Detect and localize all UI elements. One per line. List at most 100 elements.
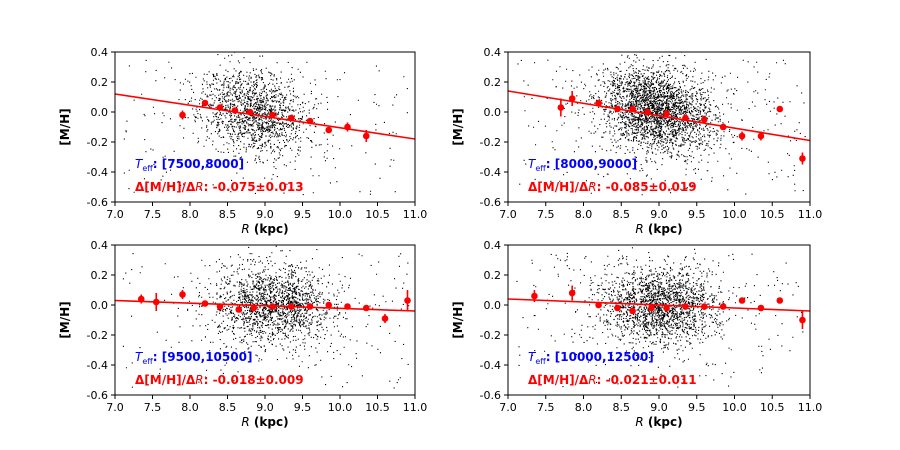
y-axis-title: [M/H] xyxy=(451,301,465,338)
y-tick-label: 0.0 xyxy=(91,106,109,119)
binned-marker xyxy=(246,108,254,116)
y-tick-label: -0.2 xyxy=(480,329,501,342)
binned-marker xyxy=(557,104,565,111)
binned-point xyxy=(531,290,538,302)
binned-marker xyxy=(216,104,224,111)
x-tick-label: 8.0 xyxy=(181,208,199,221)
x-tick-label: 10.5 xyxy=(365,208,390,221)
binned-point xyxy=(738,131,746,141)
x-tick-label: 7.0 xyxy=(499,208,517,221)
x-tick-label: 7.5 xyxy=(144,401,162,414)
binned-point xyxy=(719,303,727,310)
y-tick-label: 0.2 xyxy=(484,76,502,89)
y-tick-label: 0.4 xyxy=(91,46,109,59)
y-tick-label: 0.2 xyxy=(484,269,502,282)
binned-marker xyxy=(568,95,576,102)
binned-marker xyxy=(381,315,389,322)
binned-point xyxy=(719,123,727,131)
panel-bottom-left: 7.0 7.5 8.0 8.5 9.0 9.5 10.0 10.5 11.0 -0.6 -0.4 -0… xyxy=(58,239,427,429)
binned-marker xyxy=(404,297,411,304)
x-tick-label: 10.0 xyxy=(722,401,747,414)
scatter-points xyxy=(122,245,410,389)
binned-marker xyxy=(799,316,806,324)
binned-point xyxy=(595,99,602,107)
x-tick-label: 7.5 xyxy=(537,401,555,414)
y-tick-label: 0.0 xyxy=(91,299,109,312)
binned-point xyxy=(776,105,784,113)
binned-point xyxy=(362,130,370,142)
y-tick-label: 0.0 xyxy=(484,299,502,312)
gradient-annotation: Δ[M/H]/ΔR: -0.021±0.011 xyxy=(528,373,697,387)
y-axis-title: [M/H] xyxy=(451,108,465,145)
y-tick-label: -0.4 xyxy=(480,166,501,179)
binned-marker xyxy=(682,114,689,122)
scatter-points xyxy=(516,247,804,388)
binned-marker xyxy=(201,300,209,307)
binned-marker xyxy=(137,295,145,303)
binned-marker xyxy=(663,110,670,117)
binned-point xyxy=(629,105,636,113)
x-tick-label: 11.0 xyxy=(798,208,823,221)
binned-marker xyxy=(269,111,276,119)
x-tick-label: 7.5 xyxy=(144,208,162,221)
binned-point xyxy=(701,303,708,310)
x-axis-title: R (kpc) xyxy=(635,415,682,429)
binned-marker xyxy=(235,306,243,313)
binned-marker xyxy=(179,291,186,298)
binned-point xyxy=(287,114,295,122)
x-axis-title: R (kpc) xyxy=(635,222,682,236)
scatter-points xyxy=(517,52,806,196)
binned-point xyxy=(614,304,621,312)
x-tick-label: 9.0 xyxy=(650,208,668,221)
binned-marker xyxy=(306,303,314,310)
star-scatter xyxy=(517,52,806,196)
binned-marker xyxy=(287,303,295,310)
binned-point xyxy=(663,304,670,312)
binned-point xyxy=(287,303,295,310)
panel-top-right: 7.0 7.5 8.0 8.5 9.0 9.5 10.0 10.5 11.0 -0.6 -0.4 -0… xyxy=(451,46,823,236)
binned-marker xyxy=(344,303,351,310)
binned-marker xyxy=(250,304,258,312)
y-tick-label: -0.2 xyxy=(87,136,108,149)
x-tick-label: 7.5 xyxy=(537,208,555,221)
binned-point xyxy=(246,108,254,116)
y-tick-label: -0.6 xyxy=(87,389,108,402)
binned-marker xyxy=(231,107,239,114)
y-tick-label: 0.4 xyxy=(91,239,109,252)
x-tick-label: 9.5 xyxy=(688,208,706,221)
y-tick-label: -0.2 xyxy=(480,136,501,149)
y-tick-label: -0.2 xyxy=(87,329,108,342)
binned-marker xyxy=(179,111,186,119)
binned-marker xyxy=(595,99,602,107)
binned-marker xyxy=(719,123,727,131)
x-tick-label: 9.5 xyxy=(294,401,312,414)
y-tick-label: -0.6 xyxy=(480,389,501,402)
teff-annotation: Teff: [7500,8000] xyxy=(135,157,244,173)
x-tick-label: 10.5 xyxy=(760,401,785,414)
fit-line xyxy=(508,90,810,142)
binned-point xyxy=(216,303,224,310)
binned-point xyxy=(644,108,651,116)
x-tick-label: 9.5 xyxy=(294,208,312,221)
binned-marker xyxy=(629,105,636,113)
y-tick-label: 0.0 xyxy=(484,106,502,119)
binned-marker xyxy=(325,301,333,309)
binned-point xyxy=(663,110,670,117)
y-tick-label: -0.6 xyxy=(87,196,108,209)
binned-marker xyxy=(776,297,784,304)
binned-marker xyxy=(701,116,708,123)
x-tick-label: 11.0 xyxy=(403,208,428,221)
star-scatter xyxy=(516,247,804,388)
binned-point xyxy=(325,126,333,134)
binned-point xyxy=(648,304,655,312)
binned-point xyxy=(381,314,389,323)
x-tick-label: 11.0 xyxy=(403,401,428,414)
x-tick-label: 7.0 xyxy=(106,208,124,221)
y-tick-label: -0.6 xyxy=(480,196,501,209)
x-tick-label: 10.0 xyxy=(328,401,353,414)
x-tick-label: 9.0 xyxy=(650,401,668,414)
y-tick-label: 0.2 xyxy=(91,76,109,89)
y-axis-title: [M/H] xyxy=(58,108,72,145)
gradient-annotation: Δ[M/H]/ΔR: -0.018±0.009 xyxy=(135,373,304,387)
y-tick-label: -0.4 xyxy=(480,359,501,372)
